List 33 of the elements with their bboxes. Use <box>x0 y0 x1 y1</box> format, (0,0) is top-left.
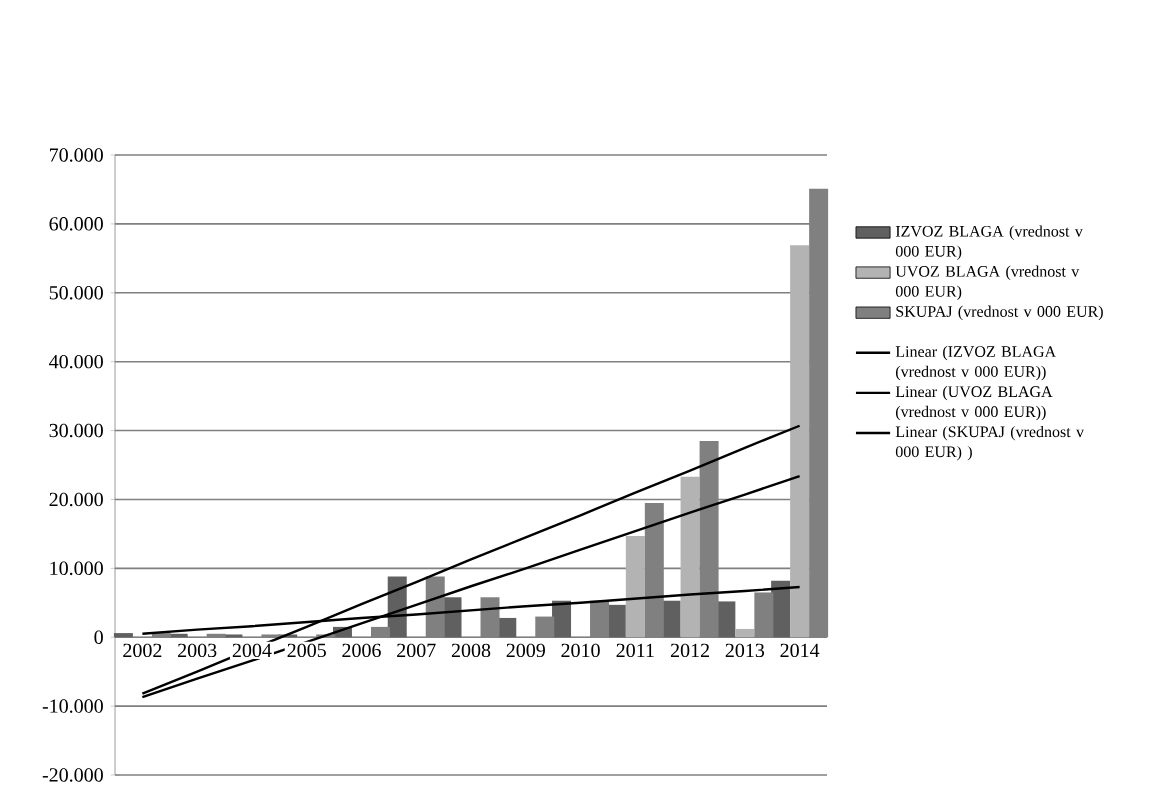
x-tick-label: 2007 <box>397 643 436 658</box>
bar <box>113 633 133 638</box>
x-tick-label: 2003 <box>178 643 217 658</box>
y-tick-label: 60.000 <box>49 217 103 231</box>
y-tick-label: -20.000 <box>42 768 103 782</box>
y-tick-label: 50.000 <box>49 286 103 300</box>
x-tick-label: 2002 <box>123 643 162 658</box>
x-tick-label: 2014 <box>780 643 820 658</box>
bar <box>735 628 755 638</box>
y-tick-label: 0 <box>94 630 103 644</box>
legend-label: Linear (IZVOZ BLAGA (vrednost v 000 EUR)) <box>895 345 1057 381</box>
y-tick-label: 20.000 <box>49 492 103 507</box>
x-tick-label: 2006 <box>342 643 381 658</box>
x-tick-label: 2009 <box>506 643 545 658</box>
y-tick-label: 40.000 <box>49 354 103 369</box>
x-tick-label: 2012 <box>670 643 709 658</box>
y-tick-label: 30.000 <box>49 423 103 438</box>
x-tick-label: 2005 <box>287 643 326 658</box>
x-tick-label: 2011 <box>616 643 654 658</box>
legend-label: Linear (UVOZ BLAGA (vrednost v 000 EUR)) <box>895 385 1053 421</box>
bar <box>625 535 645 638</box>
x-tick-label: 2010 <box>561 643 600 658</box>
legend-label: IZVOZ BLAGA (vrednost v 000 EUR) <box>895 225 1083 260</box>
x-tick-label: 2008 <box>451 643 491 658</box>
y-tick-label: -10.000 <box>42 699 103 713</box>
legend-label: SKUPAJ (vrednost v 000 EUR) <box>896 305 1103 321</box>
x-tick-label: 2013 <box>725 643 765 658</box>
legend-label: UVOZ BLAGA (vrednost v 000 EUR) <box>895 265 1080 301</box>
bar <box>790 245 810 638</box>
legend-label: Linear (SKUPAJ (vrednost v 000 EUR) ) <box>895 425 1085 461</box>
y-tick-label: 10.000 <box>50 561 103 576</box>
y-tick-label: 70.000 <box>49 148 103 162</box>
bar <box>680 476 700 638</box>
